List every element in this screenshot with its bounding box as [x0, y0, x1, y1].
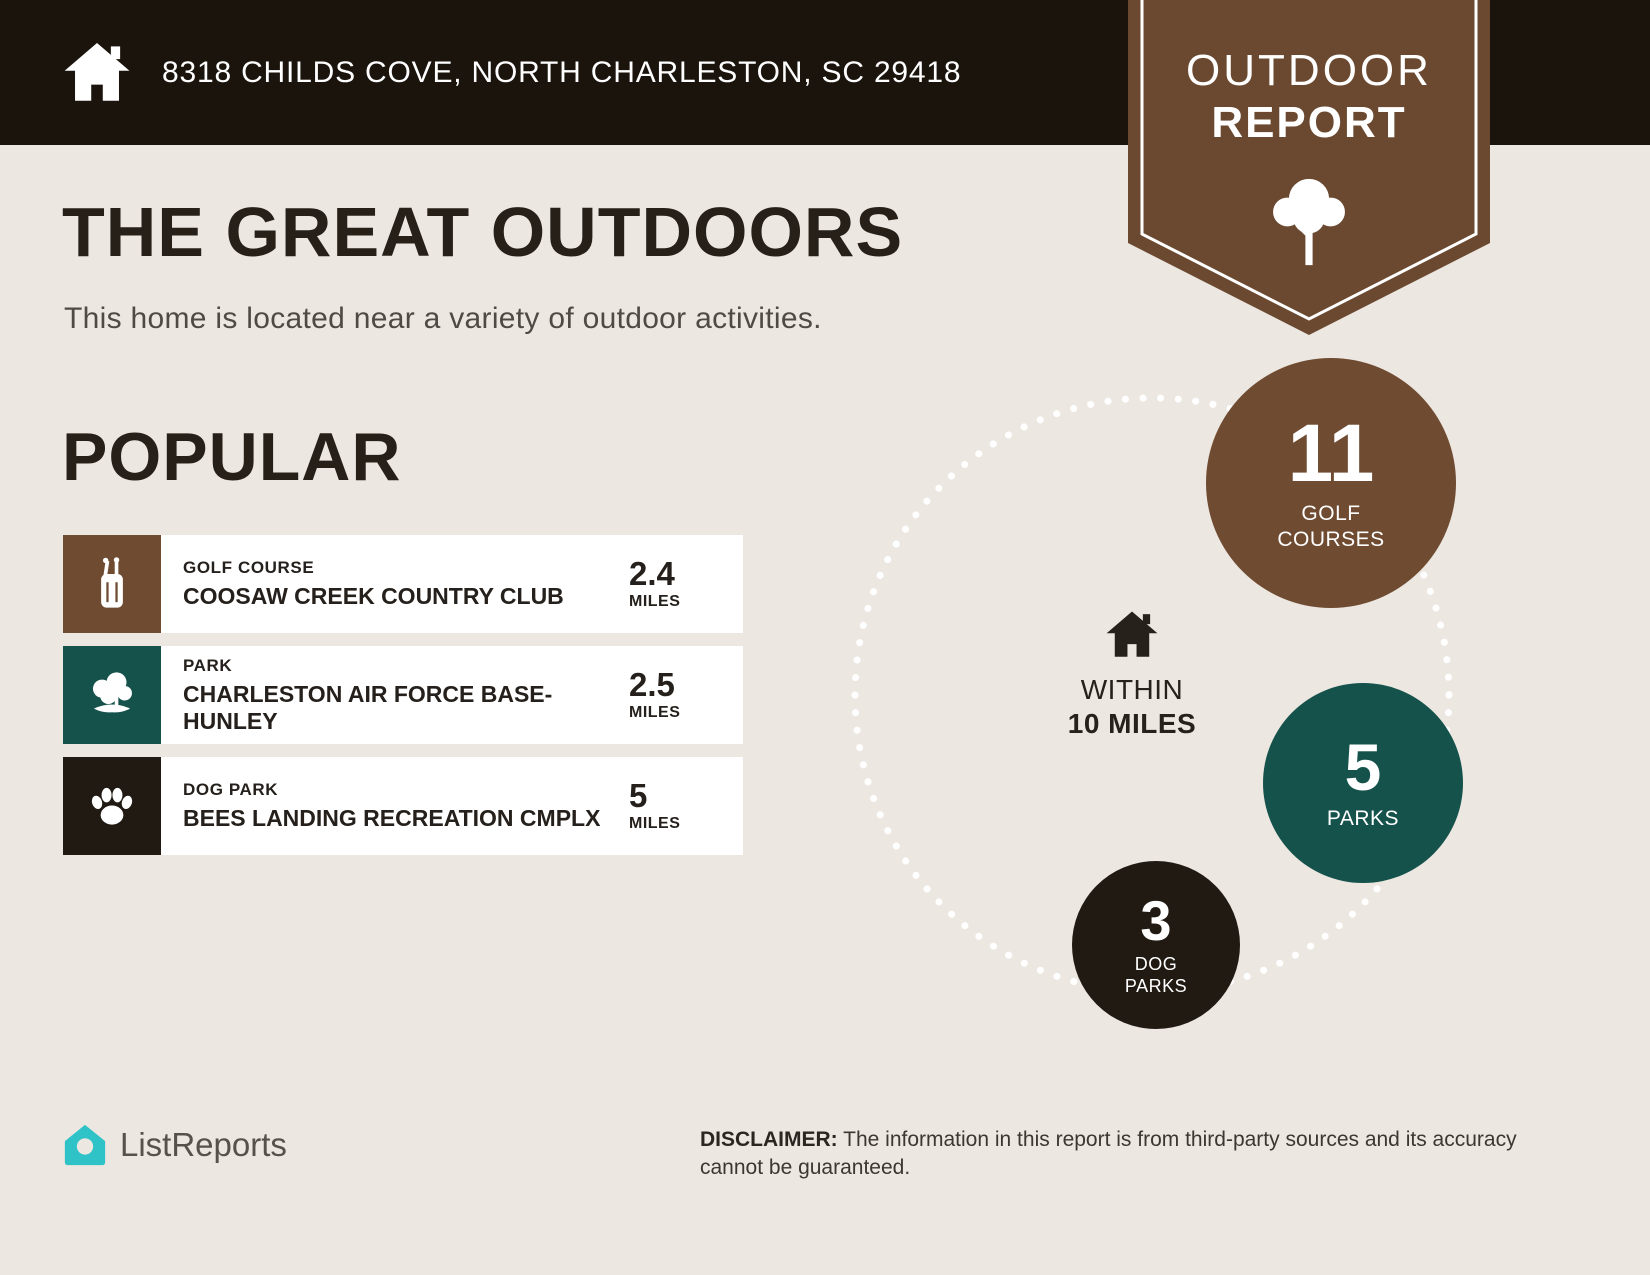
park-trees-icon: [63, 646, 161, 744]
item-name: BEES LANDING RECREATION CMPLX: [183, 805, 601, 832]
within-label-line2: 10 MILES: [1067, 708, 1197, 739]
paw-icon: [63, 757, 161, 855]
footer-brand: ListReports: [62, 1122, 287, 1168]
within-radius-label: WITHIN 10 MILES: [1032, 606, 1232, 740]
property-address: 8318 CHILDS COVE, NORTH CHARLESTON, SC 2…: [162, 55, 962, 89]
bubble-golf-courses: 11 GOLF COURSES: [1206, 358, 1456, 608]
item-distance-unit: MILES: [629, 815, 681, 832]
list-item-dog-park: DOG PARK BEES LANDING RECREATION CMPLX 5…: [63, 757, 743, 855]
bubble-label: GOLF COURSES: [1277, 501, 1385, 551]
list-item-park: PARK CHARLESTON AIR FORCE BASE-HUNLEY 2.…: [63, 646, 743, 744]
tree-icon: [1273, 178, 1345, 266]
item-distance-unit: MILES: [629, 704, 681, 721]
bubble-label: PARKS: [1326, 806, 1400, 830]
disclaimer: DISCLAIMER: The information in this repo…: [700, 1126, 1530, 1183]
house-icon: [1106, 611, 1158, 657]
item-name: COOSAW CREEK COUNTRY CLUB: [183, 583, 564, 610]
item-distance-unit: MILES: [629, 593, 681, 610]
outdoor-report-badge: OUTDOOR REPORT: [1128, 0, 1490, 335]
bubble-label: DOG PARKS: [1124, 953, 1188, 997]
disclaimer-text: The information in this report is from t…: [700, 1128, 1517, 1180]
badge-ribbon-shape: [1128, 0, 1490, 335]
item-distance: 2.4: [629, 555, 675, 592]
popular-heading: POPULAR: [62, 419, 402, 495]
bubble-value: 3: [1140, 888, 1172, 952]
within-label-line1: WITHIN: [1080, 674, 1184, 705]
badge-title-line2: REPORT: [1211, 98, 1407, 147]
bubble-parks: 5 PARKS: [1263, 683, 1463, 883]
house-icon: [64, 42, 130, 101]
item-name: CHARLESTON AIR FORCE BASE-HUNLEY: [183, 681, 553, 734]
bubble-dog-parks: 3 DOG PARKS: [1072, 861, 1240, 1029]
item-category: GOLF COURSE: [183, 558, 315, 578]
bubble-value: 11: [1287, 407, 1375, 499]
item-distance: 5: [629, 777, 648, 814]
item-distance: 2.5: [629, 666, 675, 703]
list-item-golf-course: GOLF COURSE COOSAW CREEK COUNTRY CLUB 2.…: [63, 535, 743, 633]
golf-bag-icon: [63, 535, 161, 633]
dotted-radius-ring: [851, 394, 1453, 996]
item-category: PARK: [183, 656, 233, 676]
bubble-value: 5: [1344, 729, 1382, 804]
page-title: THE GREAT OUTDOORS: [62, 193, 904, 271]
disclaimer-label: DISCLAIMER:: [700, 1128, 838, 1151]
page-subtitle: This home is located near a variety of o…: [64, 302, 822, 335]
popular-list: GOLF COURSE COOSAW CREEK COUNTRY CLUB 2.…: [63, 535, 743, 868]
badge-title-line1: OUTDOOR: [1186, 46, 1432, 95]
brand-name: ListReports: [120, 1126, 287, 1163]
item-category: DOG PARK: [183, 780, 279, 800]
listreports-logo-icon: [64, 1124, 106, 1166]
